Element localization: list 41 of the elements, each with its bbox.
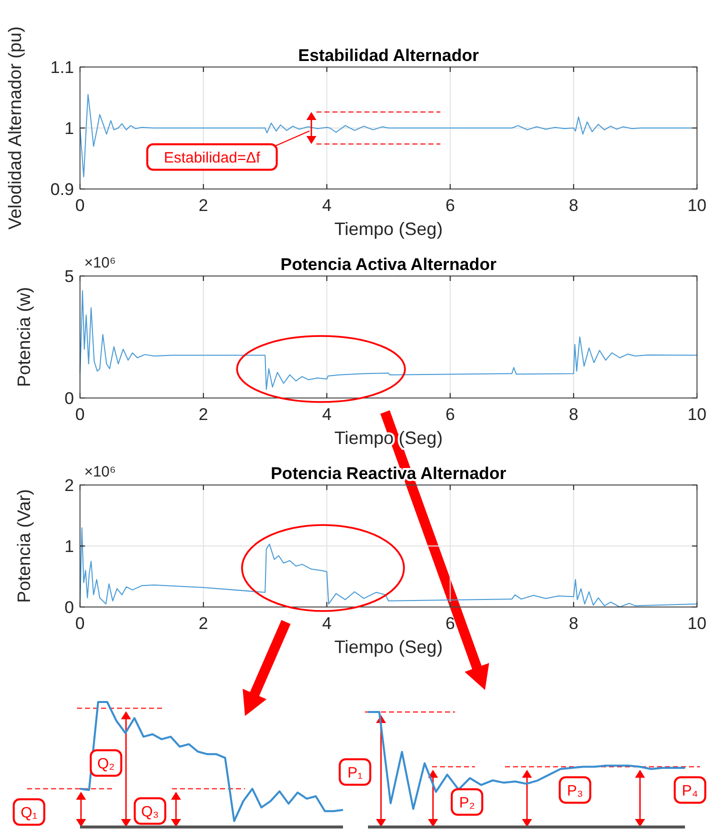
annotation: P₄ xyxy=(682,782,698,800)
y-axis-title: Velodidad Alternador (pu) xyxy=(5,26,25,230)
x-axis-title: Tiempo (Seg) xyxy=(334,637,443,657)
annotation: P₃ xyxy=(566,782,584,800)
x-tick-label: 2 xyxy=(198,405,208,424)
x-tick-label: 2 xyxy=(198,614,208,633)
x-tick-label: 6 xyxy=(445,196,455,215)
x-tick-label: 8 xyxy=(568,614,578,633)
y-tick-label: 1.1 xyxy=(50,58,74,77)
line-series xyxy=(80,290,698,390)
y-axis-title: Potencia (Var) xyxy=(14,489,34,603)
annotation: Q₃ xyxy=(141,803,159,820)
text: Q₁ xyxy=(20,804,38,822)
text: ×10⁶ xyxy=(84,254,116,272)
y-tick-label: 1 xyxy=(64,536,74,556)
y-tick-label: 1 xyxy=(64,118,74,138)
chart-title: Potencia Activa Alternador xyxy=(280,255,497,274)
chart-title: Estabilidad Alternador xyxy=(298,46,480,65)
x-tick-label: 6 xyxy=(445,614,455,633)
x-tick-label: 6 xyxy=(445,405,455,424)
x-tick-label: 10 xyxy=(688,405,706,424)
y-tick-label: 5 xyxy=(64,266,74,286)
y-tick-label: 0.9 xyxy=(50,180,74,199)
x-tick-label: 10 xyxy=(688,614,706,633)
x-tick-label: 8 xyxy=(568,405,578,424)
annotation: Estabilidad=Δf xyxy=(164,149,261,166)
annotation: P₂ xyxy=(459,794,476,812)
x-tick-label: 4 xyxy=(322,196,332,215)
y-tick-label: 0 xyxy=(64,388,74,408)
x-axis-title: Tiempo (Seg) xyxy=(334,219,443,239)
x-tick-label: 4 xyxy=(322,405,332,424)
y-tick-label: 0 xyxy=(64,598,74,617)
x-tick-label: 4 xyxy=(322,614,332,633)
x-tick-label: 8 xyxy=(568,196,578,215)
x-tick-label: 2 xyxy=(198,196,208,215)
annotation: Q₂ xyxy=(97,755,115,772)
y-tick-label: 2 xyxy=(64,476,74,495)
text: ×10⁶ xyxy=(84,463,116,480)
y-axis-title: Potencia (w) xyxy=(14,286,34,388)
x-tick-label: 10 xyxy=(688,196,706,215)
text: P₁ xyxy=(347,764,363,782)
